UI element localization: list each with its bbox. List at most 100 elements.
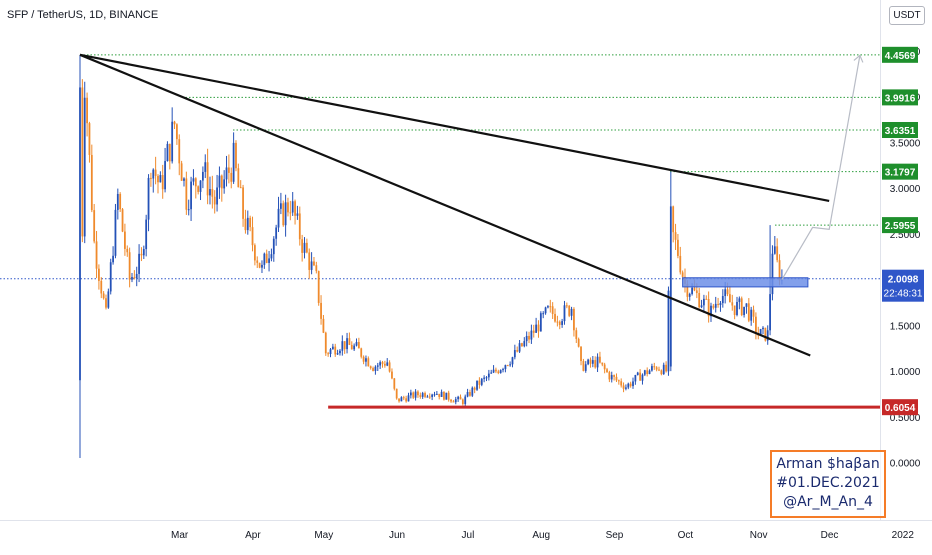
candle-body — [320, 302, 322, 319]
candle-body — [83, 97, 86, 237]
candle-body — [565, 305, 568, 307]
candle-body — [334, 346, 337, 355]
candle-body — [547, 306, 549, 308]
projection-arrowhead — [853, 54, 864, 63]
candle-body — [662, 364, 665, 375]
candle-body — [109, 262, 112, 292]
candle-body — [719, 303, 722, 306]
candle-body — [516, 350, 519, 352]
candle-body — [346, 338, 348, 350]
level-price-tag-text: 3.1797 — [885, 168, 916, 179]
candle-body — [105, 298, 107, 308]
time-axis[interactable]: Mar Apr May Jun Jul Aug Sep Oct Nov Dec 2022 — [171, 530, 914, 541]
candle-body — [532, 330, 535, 333]
projection-path — [781, 55, 861, 280]
candle-body — [443, 391, 445, 400]
level-price-tag — [882, 89, 918, 106]
candle-body — [523, 341, 526, 347]
candle-body — [239, 187, 242, 189]
candle-body — [116, 193, 119, 210]
candle-body — [575, 330, 578, 339]
candle-body — [698, 293, 701, 308]
candle-body — [610, 375, 613, 380]
candle-body — [187, 209, 190, 211]
level-price-tag-text: 2.5955 — [885, 221, 916, 232]
candle-body — [573, 308, 575, 331]
candle-body — [556, 321, 559, 323]
candle-body — [194, 178, 197, 187]
candle-body — [651, 366, 653, 371]
candle-body — [658, 369, 660, 371]
candle-body — [417, 391, 419, 396]
candle-body — [473, 387, 476, 390]
candle-body — [424, 393, 426, 397]
candle-body — [121, 209, 124, 232]
candle-body — [681, 272, 684, 277]
candle-body — [615, 376, 618, 381]
candle-body — [561, 321, 564, 325]
candle-body — [376, 365, 379, 367]
y-tick-label: 1.0000 — [890, 367, 921, 378]
candle-body — [204, 162, 207, 172]
candle-body — [367, 358, 370, 367]
candle-body — [372, 368, 374, 371]
candle-body — [459, 396, 462, 400]
candle-body — [740, 298, 743, 316]
candle-body — [714, 303, 717, 308]
candle-body — [268, 258, 270, 263]
candle-body — [773, 246, 776, 254]
candle-body — [438, 393, 441, 397]
candle-body — [554, 313, 556, 322]
candle-body — [778, 260, 781, 281]
candle-body — [124, 231, 126, 249]
candle-body — [237, 168, 240, 188]
candle-body — [743, 306, 745, 316]
candle-body — [261, 264, 263, 268]
candle-body — [693, 287, 696, 291]
candle-body — [632, 381, 634, 387]
candle-body — [220, 175, 223, 189]
x-tick-label: Nov — [750, 530, 768, 541]
candle-body — [457, 396, 460, 400]
candle-body — [339, 350, 341, 354]
candle-body — [357, 342, 360, 349]
candle-body — [476, 380, 478, 390]
candle-body — [140, 253, 143, 256]
candle-body — [331, 346, 334, 350]
currency-button[interactable]: USDT — [889, 6, 925, 25]
candle-body — [726, 289, 729, 295]
candle-body — [365, 358, 367, 362]
candle-body — [147, 177, 150, 220]
candle-body — [145, 219, 148, 250]
candle-body — [563, 305, 566, 322]
candle-body — [102, 293, 105, 299]
candle-body — [648, 370, 651, 375]
candle-body — [544, 307, 547, 314]
candle-body — [712, 305, 715, 308]
x-tick-label: Mar — [171, 530, 189, 541]
candle-body — [197, 186, 200, 192]
candle-body — [138, 253, 140, 274]
candle-body — [199, 180, 202, 192]
candle-body — [301, 239, 304, 253]
candle-body — [710, 305, 712, 317]
candle-body — [142, 249, 145, 256]
drawings — [79, 53, 880, 409]
candle-body — [487, 373, 490, 378]
candle-body — [287, 202, 289, 213]
candle-body — [398, 398, 400, 402]
candle-body — [256, 260, 259, 263]
candle-body — [643, 370, 646, 375]
candle-body — [374, 366, 377, 371]
candle-body — [381, 362, 384, 364]
candle-body — [272, 238, 275, 255]
x-tick-label: May — [314, 530, 333, 541]
candle-body — [402, 397, 405, 399]
candle-body — [752, 309, 755, 317]
candle-body — [173, 121, 176, 125]
candle-body — [216, 187, 218, 205]
candle-body — [93, 210, 96, 242]
candle-body — [336, 353, 339, 355]
candle-body — [594, 360, 597, 368]
